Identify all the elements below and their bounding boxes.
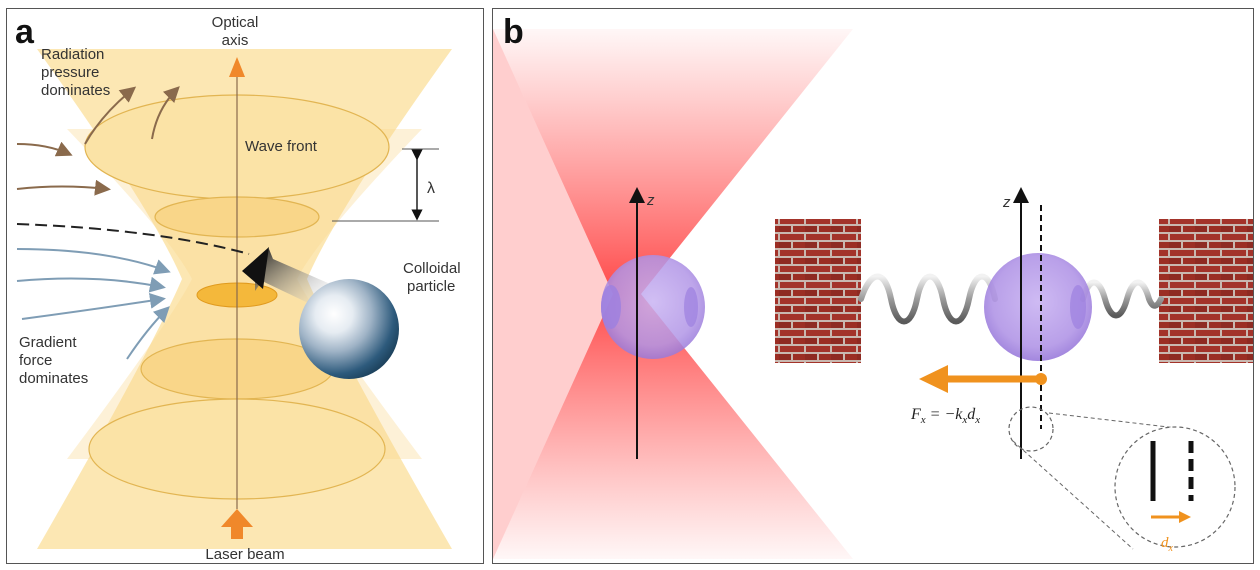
panel-b-letter: b xyxy=(503,13,524,51)
displaced-particle xyxy=(984,253,1092,361)
radiation-arrow xyxy=(151,86,180,140)
gradient-arrow xyxy=(16,276,166,293)
displacement-label: dx xyxy=(1161,535,1174,554)
displacement-arrow xyxy=(1179,511,1191,523)
gradient-label: dominates xyxy=(19,370,88,387)
panel-a: a Optical axis Radiation pressure domina… xyxy=(6,8,484,564)
z-label-right: z xyxy=(1002,194,1011,211)
gradient-arrow xyxy=(21,292,166,320)
panel-a-diagram: a Optical axis Radiation pressure domina… xyxy=(15,13,461,563)
optical-axis-label: Optical xyxy=(212,14,259,31)
radiation-label: pressure xyxy=(41,64,99,81)
colloidal-particle xyxy=(299,279,399,379)
optical-axis-label: axis xyxy=(222,32,249,49)
colloidal-label: particle xyxy=(407,278,455,295)
zoom-inset-circle xyxy=(1114,426,1236,548)
spring-right xyxy=(1080,279,1164,319)
radiation-label: dominates xyxy=(41,82,110,99)
laser-beam-label: Laser beam xyxy=(205,546,284,563)
radiation-label: Radiation xyxy=(41,46,104,63)
laser-focus-top xyxy=(493,29,853,294)
gradient-label: force xyxy=(19,352,52,369)
gradient-arrow xyxy=(16,248,171,275)
spring-left xyxy=(858,273,998,325)
laser-beam-arrow xyxy=(221,509,253,539)
panel-b: z z Fx = −kxdx dx b xyxy=(492,8,1254,564)
trapped-particle xyxy=(601,255,705,359)
z-label-left: z xyxy=(646,192,655,209)
panel-a-letter: a xyxy=(15,13,35,51)
force-formula: Fx = −kxdx xyxy=(910,406,980,426)
radiation-arrow xyxy=(16,141,73,157)
zoom-source-circle xyxy=(1008,406,1054,452)
laser-focus-bottom xyxy=(493,294,853,559)
panel-b-diagram: z z Fx = −kxdx dx b xyxy=(493,13,1253,559)
particle-trajectory xyxy=(16,223,250,255)
colloidal-label: Colloidal xyxy=(403,260,461,277)
brick-wall-right xyxy=(1159,219,1253,363)
lambda-label: λ xyxy=(427,180,435,197)
optical-axis-arrowhead xyxy=(229,57,245,77)
gradient-arrow xyxy=(126,306,170,360)
gradient-label: Gradient xyxy=(19,334,77,351)
wave-front-label: Wave front xyxy=(245,138,318,155)
restoring-force-arrow xyxy=(919,365,948,393)
radiation-arrow xyxy=(84,86,137,145)
brick-wall-left xyxy=(775,219,861,363)
radiation-arrow xyxy=(16,179,111,196)
